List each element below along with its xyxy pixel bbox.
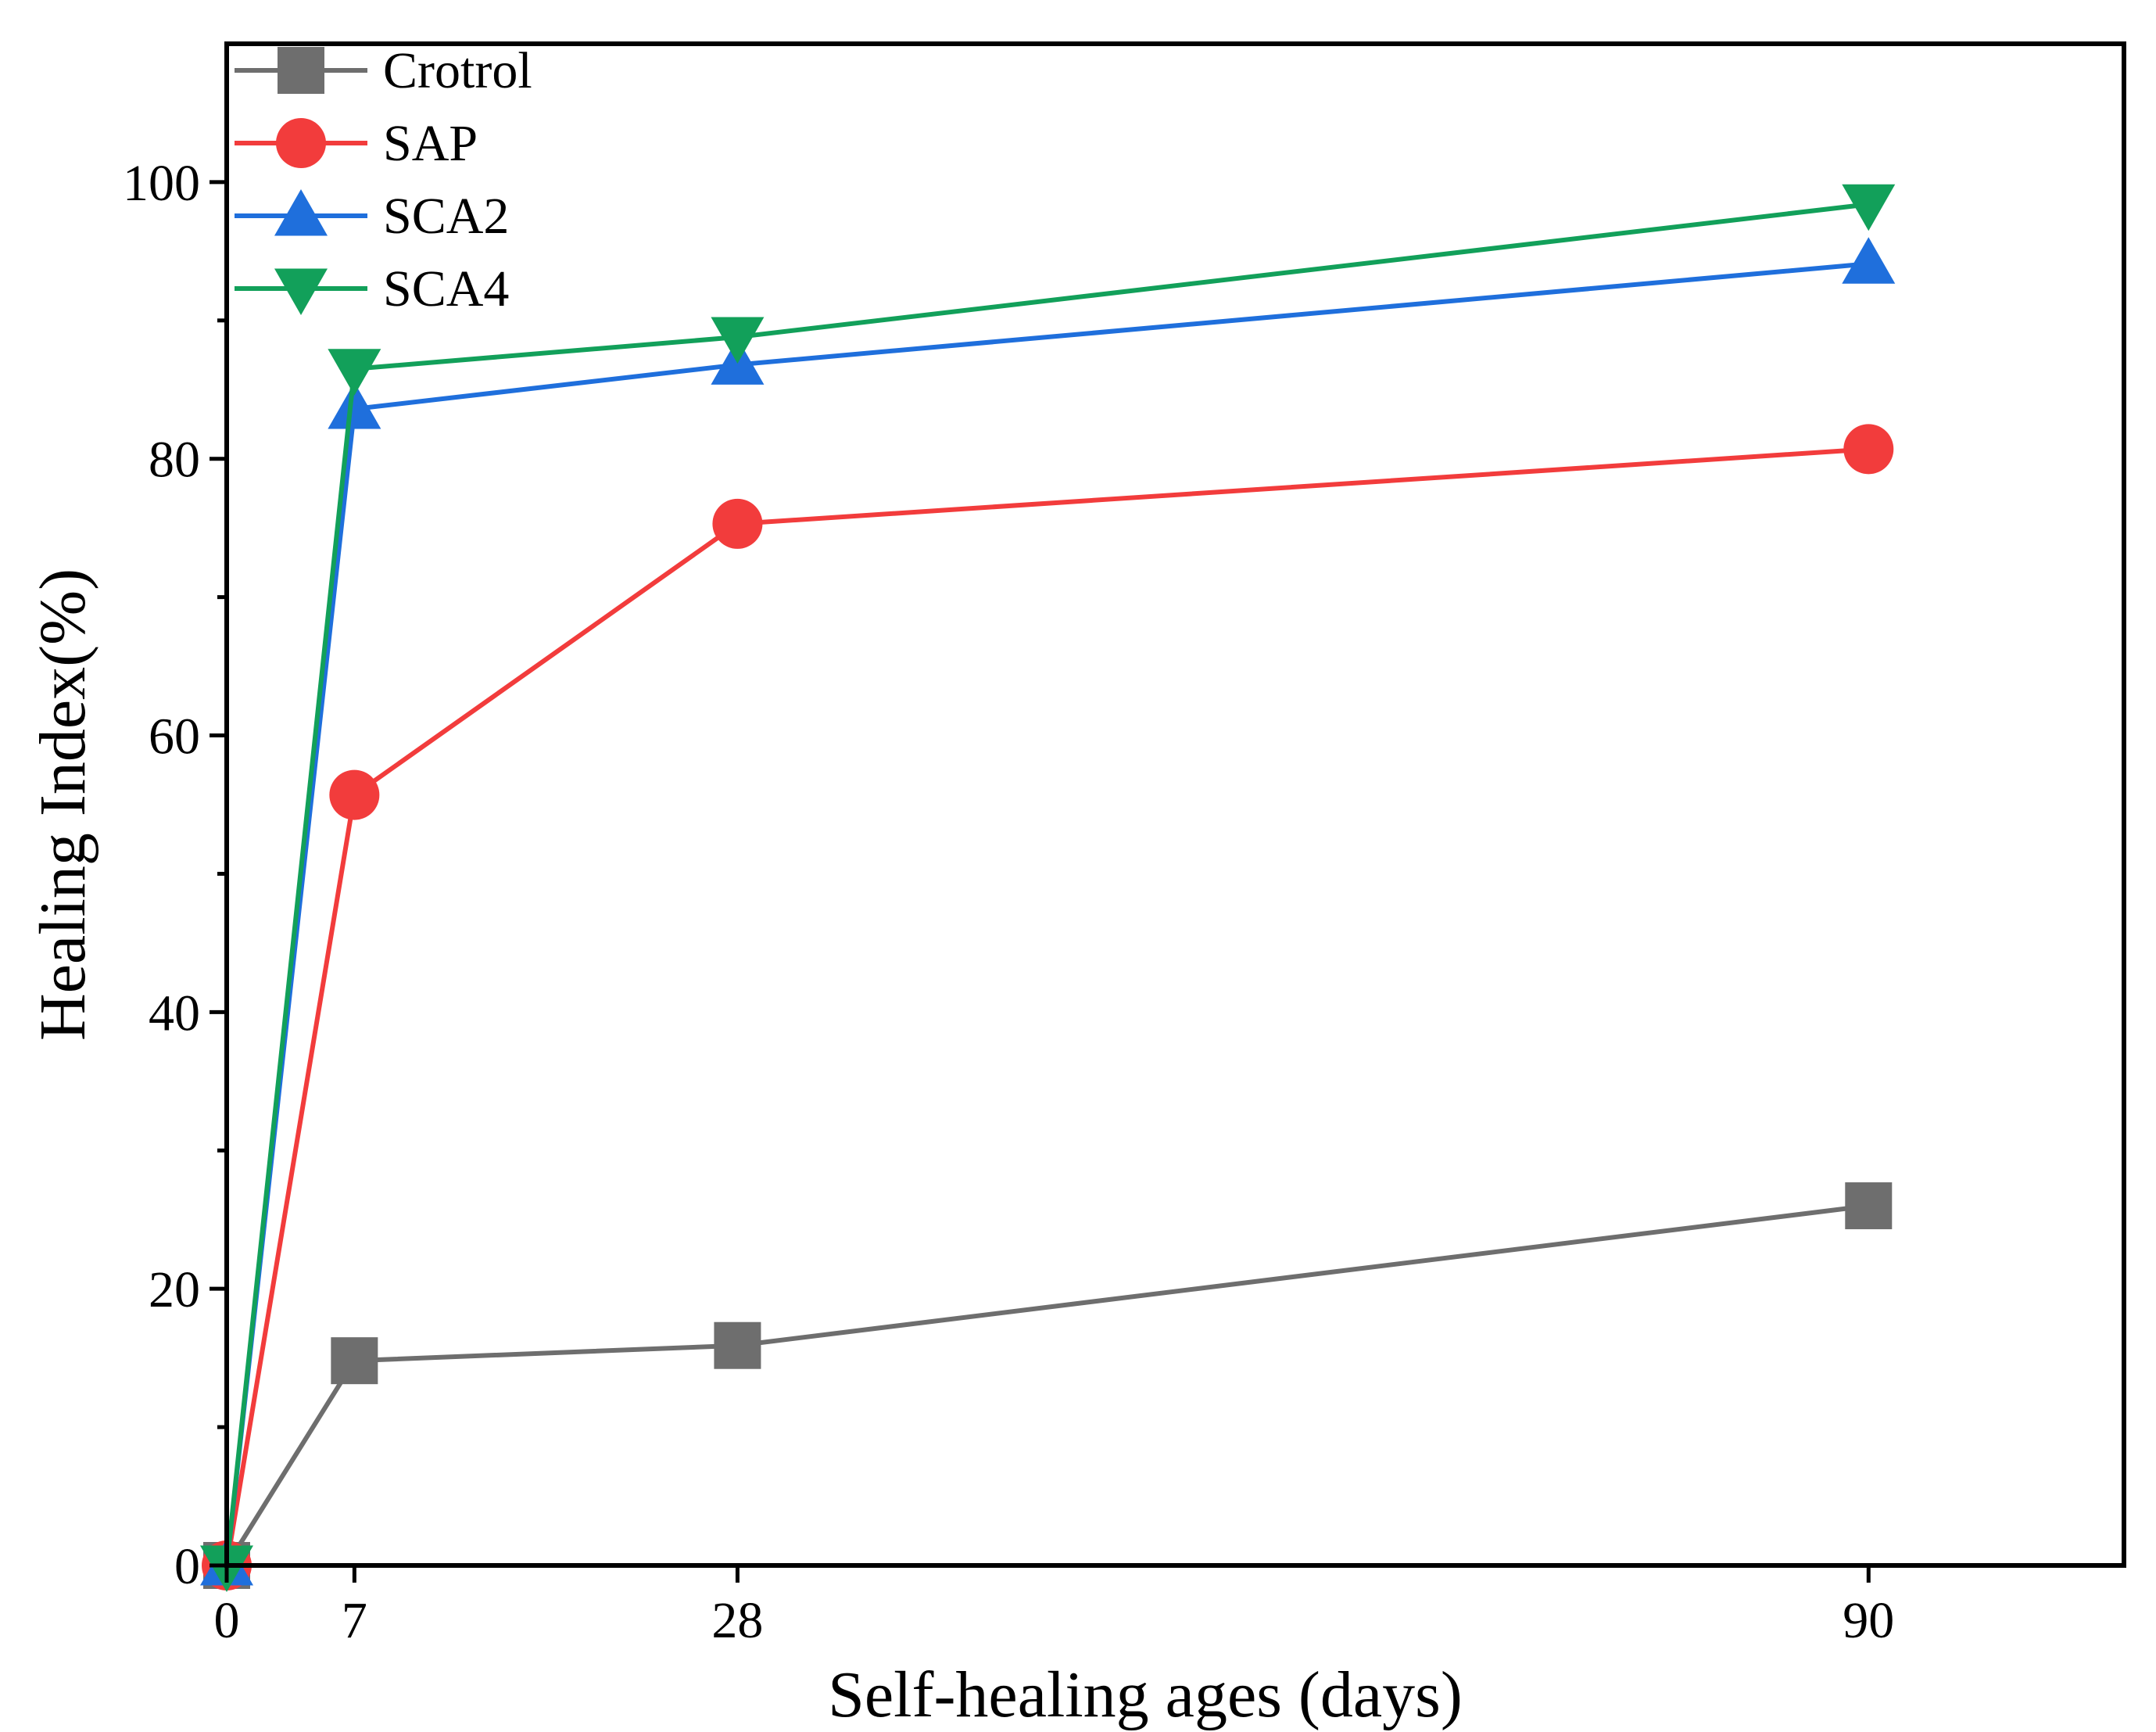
data-point xyxy=(712,498,763,549)
y-tick-label: 80 xyxy=(149,432,200,489)
legend-label: SCA2 xyxy=(383,188,509,245)
series-crotrol xyxy=(203,1182,1893,1589)
data-point xyxy=(1842,184,1896,231)
data-point xyxy=(331,1337,378,1385)
legend-marker xyxy=(278,47,324,94)
data-point xyxy=(711,317,765,364)
legend-item: Crotrol xyxy=(235,42,532,99)
series-line xyxy=(224,446,1869,1566)
x-tick-label: 7 xyxy=(342,1592,367,1649)
data-point xyxy=(328,382,381,429)
x-tick-label: 90 xyxy=(1843,1592,1894,1649)
y-tick-label: 20 xyxy=(149,1261,200,1318)
data-point xyxy=(329,769,380,820)
legend-label: SCA4 xyxy=(383,260,509,317)
legend-label: SAP xyxy=(383,115,478,172)
legend-marker xyxy=(274,189,328,236)
y-tick-label: 40 xyxy=(149,984,200,1042)
ticks-layer: 0 20 40 60 80 100 0 7 28 90 xyxy=(123,155,1894,1649)
x-tick-label: 28 xyxy=(711,1592,763,1649)
legend: Crotrol SAP SCA2 SCA4 xyxy=(235,42,532,317)
legend-marker xyxy=(276,118,326,168)
data-point xyxy=(1842,237,1896,284)
y-tick-label: 0 xyxy=(174,1538,200,1595)
series-line xyxy=(224,1203,1869,1567)
data-point xyxy=(1845,1182,1893,1230)
legend-marker xyxy=(274,268,328,315)
series-layer xyxy=(200,184,1896,1592)
y-tick-label: 100 xyxy=(123,155,200,212)
series-line xyxy=(224,202,1869,1566)
plot-frame xyxy=(224,41,2126,1568)
x-axis-title: Self-healing ages (days) xyxy=(828,1658,1463,1731)
legend-item: SCA4 xyxy=(235,260,509,317)
data-point xyxy=(1843,424,1894,475)
data-point xyxy=(714,1321,761,1369)
y-axis-title: Healing Index(%) xyxy=(27,568,99,1041)
x-tick-label: 0 xyxy=(214,1592,240,1649)
legend-item: SCA2 xyxy=(235,188,509,245)
legend-label: Crotrol xyxy=(383,42,532,99)
legend-item: SAP xyxy=(235,115,478,172)
data-point xyxy=(328,349,381,396)
y-tick-label: 60 xyxy=(149,708,200,766)
